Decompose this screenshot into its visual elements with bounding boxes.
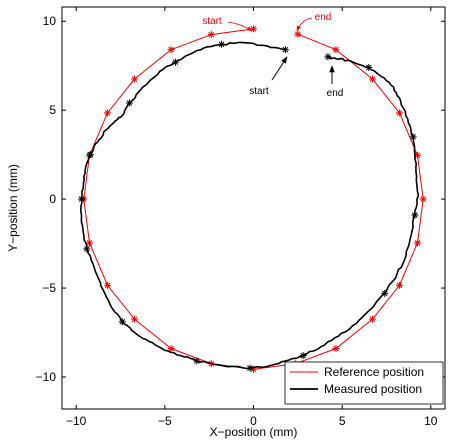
measured-point-marker — [86, 151, 94, 159]
y-tick-label: 10 — [43, 14, 57, 28]
x-tick-label: 0 — [250, 414, 257, 428]
reference-point-marker — [250, 25, 257, 33]
measured-point-marker — [365, 63, 373, 71]
reference-point-marker — [167, 345, 175, 353]
y-tick-label: 5 — [49, 103, 56, 117]
reference-point-marker — [131, 315, 139, 323]
reference-point-marker — [395, 281, 403, 289]
x-tick-label: 10 — [424, 414, 438, 428]
reference-point-marker — [207, 31, 215, 39]
measured-point-marker — [218, 40, 226, 48]
reference-point-marker — [395, 109, 403, 117]
reference-point-marker — [419, 195, 427, 203]
reference-point-marker — [368, 75, 376, 83]
annotation-meas-end: end — [327, 88, 344, 99]
measured-point-marker — [411, 211, 419, 219]
measured-point-marker — [125, 99, 133, 107]
annotation-ref-start-arrow — [227, 21, 253, 32]
y-tick-label: −10 — [36, 370, 57, 384]
annotation-ref-end-arrow — [296, 17, 313, 32]
measured-point-marker — [118, 318, 126, 326]
measured-point-marker — [281, 46, 289, 54]
reference-point-marker — [104, 109, 112, 117]
reference-point-marker — [131, 75, 139, 83]
series-line-measured — [80, 41, 420, 370]
legend-label-measured: Measured position — [324, 382, 422, 396]
y-tick-label: −5 — [42, 281, 56, 295]
y-axis-title: Y−position (mm) — [6, 164, 20, 252]
x-tick-label: −10 — [66, 414, 87, 428]
reference-point-marker — [294, 30, 302, 38]
annotation-meas-start-arrow — [271, 56, 288, 81]
legend-label-reference: Reference position — [324, 365, 424, 379]
y-tick-label: 0 — [49, 192, 56, 206]
annotation-meas-start: start — [249, 86, 269, 97]
annotation-ref-end: end — [315, 12, 332, 23]
reference-point-marker — [332, 46, 340, 54]
measured-point-marker — [83, 245, 91, 253]
legend: Reference position Measured position — [284, 361, 444, 405]
measured-point-marker — [193, 357, 201, 365]
measured-point-marker — [246, 364, 254, 372]
legend-box — [284, 361, 444, 405]
measured-point-marker — [409, 133, 417, 141]
measured-point-marker — [299, 352, 307, 360]
annotation-ref-start: start — [202, 16, 222, 27]
plot-area-background — [62, 7, 445, 409]
reference-point-marker — [167, 46, 175, 54]
reference-point-marker — [414, 239, 422, 247]
measured-point-marker — [381, 289, 389, 297]
reference-point-marker — [85, 239, 93, 247]
x-axis-title: X−position (mm) — [210, 425, 298, 439]
x-tick-label: −5 — [158, 414, 172, 428]
reference-point-marker — [368, 315, 376, 323]
reference-point-marker — [104, 281, 112, 289]
measured-point-marker — [78, 195, 86, 203]
measured-point-marker — [324, 53, 332, 61]
measured-point-marker — [171, 58, 179, 66]
x-tick-label: 5 — [339, 414, 346, 428]
reference-point-marker — [332, 345, 340, 353]
